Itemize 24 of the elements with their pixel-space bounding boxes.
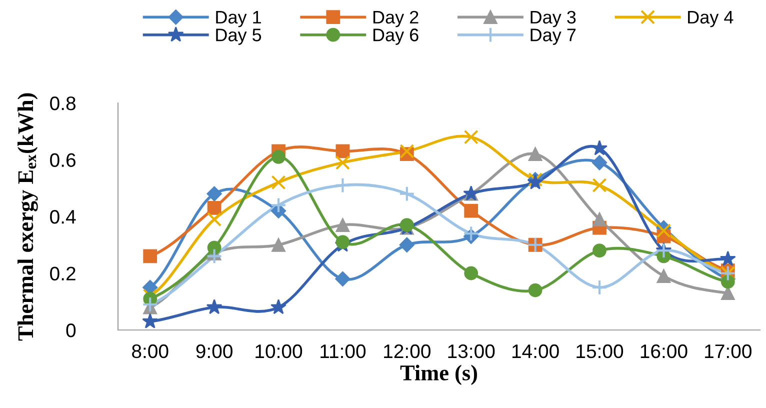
legend-label: Day 5 [216,28,262,45]
y-axis-title: Thermal exergy E$_{ex}$(kWh) [18,93,38,341]
x-tick-label: 12:00 [384,344,430,358]
x-tick-label: 13:00 [448,344,495,358]
y-tick-label: 0.6 [50,153,76,167]
legend-label: Day 6 [373,28,418,45]
x-tick-label: 14:00 [512,344,559,358]
legend-label: Day 4 [688,11,734,28]
y-tick-label: 0.2 [50,266,76,280]
x-tick-label: 17:00 [705,344,752,358]
y-tick-label: 0.4 [50,210,76,224]
y-tick-label: 0 [66,323,76,338]
legend-label: Day 7 [530,28,576,45]
x-tick-label: 9:00 [196,344,232,358]
x-tick-label: 8:00 [132,344,168,358]
x-tick-label: 16:00 [640,344,688,358]
x-axis-title: Time (s) [400,364,478,385]
legend-label: Day 2 [373,10,418,28]
x-tick-label: 15:00 [576,344,624,358]
legend-label: Day 1 [216,11,261,28]
x-tick-label: 10:00 [256,344,302,358]
x-tick-label: 11:00 [320,344,366,358]
y-tick-label: 0.8 [50,96,76,110]
legend-label: Day 3 [530,10,576,28]
